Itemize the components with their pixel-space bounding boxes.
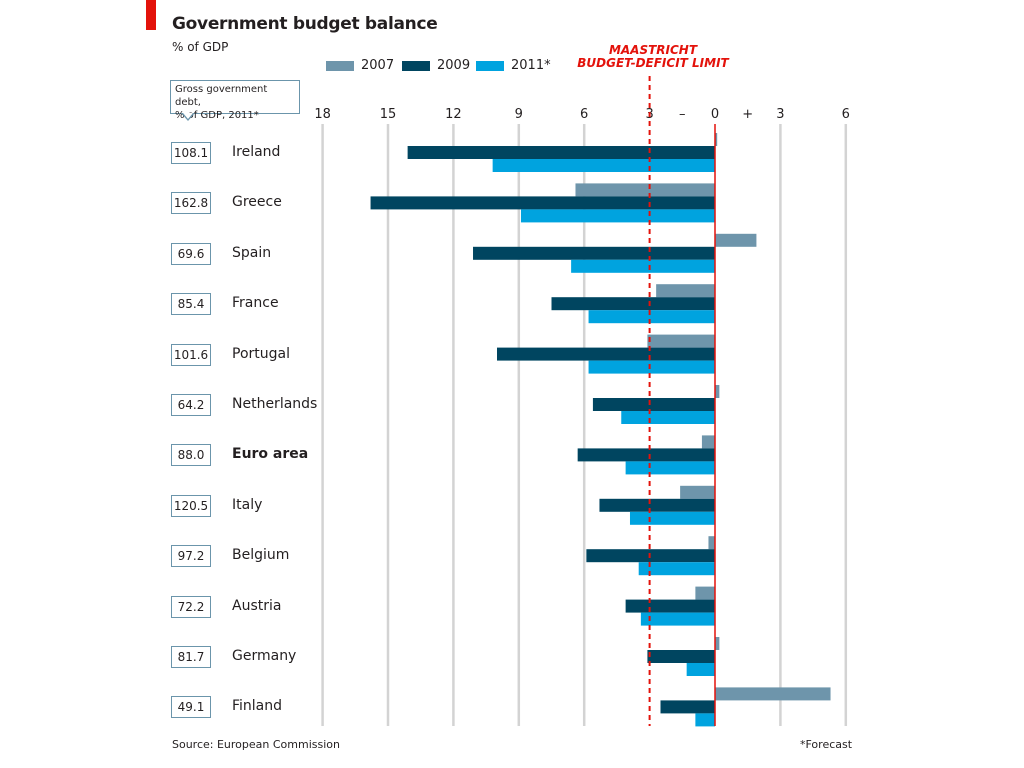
bar-2009-france: [551, 297, 715, 311]
legend-label-2007: 2007: [361, 58, 395, 73]
debt-value-box: 49.1: [171, 696, 211, 719]
bar-2011-euro-area: [625, 461, 715, 475]
bar-2009-portugal: [497, 347, 715, 361]
country-label: Belgium: [232, 547, 290, 564]
bar-2009-euro-area: [577, 448, 715, 462]
bar-2007-austria: [695, 586, 715, 600]
country-label: Spain: [232, 244, 272, 261]
bar-2009-italy: [599, 498, 715, 512]
bar-2009-spain: [473, 246, 715, 260]
bar-2009-finland: [660, 700, 715, 714]
bar-2011-finland: [695, 713, 715, 727]
bar-2011-ireland: [492, 159, 715, 172]
country-label: Italy: [232, 496, 263, 513]
maastricht-line1: MAASTRICHT: [608, 43, 698, 57]
bar-2009-germany: [647, 650, 715, 663]
bar-2007-finland: [715, 687, 831, 701]
bar-2007-euro-area: [701, 435, 715, 449]
country-label: Finland: [232, 698, 283, 715]
debt-value-box: 108.1: [171, 142, 211, 164]
legend-item-2011: 2011*: [476, 58, 551, 73]
x-tick-label: 12: [445, 107, 462, 122]
x-tick-label: +: [742, 107, 753, 122]
bar-2007-ireland: [715, 133, 718, 146]
country-label: Ireland: [232, 144, 281, 160]
bar-2009-austria: [625, 599, 715, 613]
bar-2007-netherlands: [715, 385, 720, 398]
maastricht-annotation: MAASTRICHT BUDGET-DEFICIT LIMIT: [568, 44, 738, 70]
legend-label-2009: 2009: [437, 58, 471, 73]
debt-value-box: 97.2: [171, 545, 211, 568]
debt-value-box: 81.7: [171, 646, 211, 668]
debt-value-box: 64.2: [171, 394, 211, 416]
debt-value-box: 85.4: [171, 293, 211, 316]
bar-2011-france: [588, 310, 715, 324]
x-tick-label: 3: [776, 107, 784, 122]
legend-swatch-2007: [326, 60, 354, 71]
bar-2011-germany: [686, 663, 715, 676]
bar-2009-netherlands: [592, 398, 715, 411]
bar-2011-netherlands: [621, 411, 715, 424]
legend-swatch-2009: [402, 60, 430, 71]
bar-2007-greece: [575, 183, 715, 197]
source-note: Source: European Commission: [172, 738, 340, 751]
legend-swatch-2011: [476, 60, 504, 71]
bar-2009-greece: [370, 196, 715, 210]
bar-2011-austria: [640, 612, 715, 626]
x-tick-label: 0: [711, 107, 719, 122]
debt-callout: Gross government debt, % of GDP, 2011*: [170, 80, 300, 121]
debt-value-box: 162.8: [171, 192, 211, 215]
bar-2011-spain: [571, 259, 715, 273]
x-tick-label: 6: [842, 107, 850, 122]
bar-2007-belgium: [708, 536, 715, 550]
bar-2011-italy: [629, 511, 715, 525]
bar-2007-germany: [715, 637, 720, 650]
x-tick-label: –: [679, 107, 686, 122]
bar-2007-italy: [680, 485, 715, 499]
x-tick-label: 18: [314, 107, 331, 122]
debt-value-box: 88.0: [171, 444, 211, 467]
country-label: Austria: [232, 597, 282, 614]
bar-2009-ireland: [407, 146, 715, 159]
brand-red-tag: [146, 0, 156, 30]
country-label: Portugal: [232, 345, 290, 362]
legend-label-2011: 2011*: [511, 58, 551, 73]
bar-2007-france: [656, 284, 715, 298]
debt-callout-pointer-inner: [183, 113, 193, 119]
legend-item-2009: 2009: [402, 58, 470, 73]
debt-value-box: 101.6: [171, 343, 211, 366]
debt-value-box: 120.5: [171, 494, 211, 517]
x-tick-label: 15: [380, 107, 397, 122]
country-label: Germany: [232, 648, 297, 664]
forecast-note: *Forecast: [800, 738, 853, 751]
bar-2007-portugal: [647, 334, 715, 348]
debt-value-box: 69.6: [171, 242, 211, 265]
bar-2009-belgium: [586, 549, 715, 563]
maastricht-line2: BUDGET-DEFICIT LIMIT: [577, 56, 729, 70]
bar-2007-spain: [715, 233, 757, 247]
x-tick-label: 9: [515, 107, 523, 122]
debt-callout-line2: % of GDP, 2011*: [175, 110, 259, 121]
chart-title: Government budget balance: [172, 14, 438, 34]
country-label: Netherlands: [232, 396, 318, 412]
debt-callout-line1: Gross government debt,: [175, 84, 268, 108]
country-label: Euro area: [232, 446, 309, 463]
bar-2011-belgium: [638, 562, 715, 576]
country-label: France: [232, 295, 279, 312]
bar-2011-greece: [520, 209, 715, 223]
legend-item-2007: 2007: [326, 58, 394, 73]
x-tick-label: 6: [580, 107, 588, 122]
debt-value-box: 72.2: [171, 595, 211, 618]
bar-2011-portugal: [588, 360, 715, 374]
country-label: Greece: [232, 194, 282, 211]
chart-subtitle: % of GDP: [172, 40, 229, 54]
